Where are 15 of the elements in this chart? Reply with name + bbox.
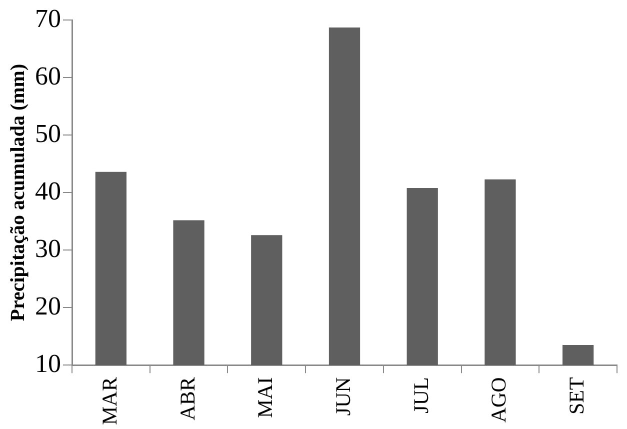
x-tick-label: MAI [253, 377, 278, 418]
y-axis-title: Precipitação acumulada (mm) [7, 64, 30, 322]
x-tick-label: ABR [175, 377, 200, 420]
y-tick-label: 60 [35, 61, 61, 90]
y-tick-label: 50 [35, 118, 61, 148]
x-tick-label: SET [564, 376, 589, 414]
y-tick-label: 20 [35, 291, 61, 320]
y-tick-label: 70 [35, 4, 61, 33]
y-tick-label: 40 [35, 176, 61, 206]
x-tick-label: JUL [408, 377, 433, 414]
x-tick-label: MAR [97, 377, 122, 426]
y-tick-label: 30 [35, 234, 61, 263]
x-tick-label: JUN [331, 377, 356, 416]
y-tick-label: 10 [35, 348, 61, 378]
x-tick-label: AGO [486, 377, 511, 423]
